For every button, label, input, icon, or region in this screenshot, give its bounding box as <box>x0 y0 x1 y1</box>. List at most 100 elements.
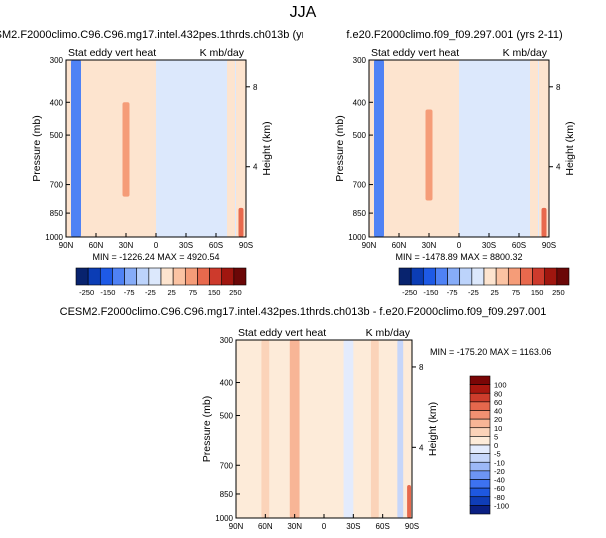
y-tick-label: 1000 <box>215 514 233 523</box>
colorbar-label: 75 <box>189 288 197 297</box>
x-tick-label: 30N <box>119 241 134 250</box>
colorbar-box <box>469 384 491 394</box>
y-tick-label: 850 <box>220 490 234 499</box>
colorbar-box <box>532 267 546 286</box>
x-tick-label: 90N <box>59 241 74 250</box>
x-tick-label: 0 <box>322 522 327 531</box>
colorbar-label: -40 <box>494 476 505 485</box>
x-tick-label: 60S <box>209 241 223 250</box>
y-tick-label: 500 <box>50 131 64 140</box>
y-tick-label: 300 <box>220 336 234 345</box>
x-tick-label: 60N <box>392 241 407 250</box>
figure-1: f.e20.F2000climo.f09_f09.297.001 (yrs 2-… <box>334 29 576 297</box>
x-tick-label: 30N <box>287 522 302 531</box>
colorbar-label: 0 <box>494 441 498 450</box>
colorbar-label: -150 <box>100 288 115 297</box>
colorbar-label: -80 <box>494 493 505 502</box>
colorbar-box <box>410 267 424 286</box>
field-feature-4 <box>238 207 244 237</box>
x-tick-label: 30S <box>346 522 360 531</box>
y-tick-label: 400 <box>220 379 234 388</box>
chart-title: CESM2.F2000climo.C96.C96.mg17.intel.432p… <box>0 29 303 41</box>
colorbar-label: 25 <box>167 288 175 297</box>
colorbar-box <box>483 267 497 286</box>
colorbar-box <box>469 505 491 515</box>
colorbar-box <box>148 267 162 286</box>
colorbar-label: 80 <box>494 389 502 398</box>
x-tick-label: 90S <box>239 241 253 250</box>
colorbar-box <box>172 267 186 286</box>
colorbar-label: 10 <box>494 424 502 433</box>
colorbar-box <box>112 267 125 286</box>
colorbar-label: 250 <box>552 288 565 297</box>
colorbar-label: 150 <box>531 288 544 297</box>
colorbar-label: -60 <box>494 484 505 493</box>
colorbar-label: -10 <box>494 458 505 467</box>
field-feature-0 <box>122 102 130 197</box>
colorbar-box <box>87 267 101 286</box>
field-feature-1 <box>261 340 270 518</box>
colorbar-box <box>209 267 223 286</box>
colorbar-box <box>520 267 533 286</box>
field-feature-0 <box>425 109 433 201</box>
colorbar-label: 60 <box>494 398 502 407</box>
colorbar-box <box>544 267 558 286</box>
colorbar-label: -250 <box>402 288 417 297</box>
left-label: Stat eddy vert heat <box>371 47 459 59</box>
y-tick-label: 500 <box>220 412 234 421</box>
colorbar-box <box>459 267 473 286</box>
colorbar-box <box>469 444 491 454</box>
y-tick-label: 500 <box>353 131 367 140</box>
height-tick-label: 8 <box>556 83 561 92</box>
height-tick-label: 4 <box>253 163 258 172</box>
colorbar-box <box>469 375 491 385</box>
field-feature-6 <box>407 485 412 518</box>
chart-title: CESM2.F2000climo.C96.C96.mg17.intel.432p… <box>60 306 547 318</box>
y-tick-label: 300 <box>353 56 367 65</box>
field-feature-2 <box>156 60 236 237</box>
colorbar-box <box>233 267 247 286</box>
colorbar-box <box>469 496 491 506</box>
y-axis-label: Pressure (mb) <box>201 396 213 463</box>
y-tick-label: 400 <box>353 98 367 107</box>
y-axis-label: Pressure (mb) <box>31 115 43 182</box>
x-tick-label: 30S <box>482 241 496 250</box>
colorbar-box <box>435 267 448 286</box>
colorbar-box <box>469 453 491 463</box>
colorbar-box <box>447 267 461 286</box>
colorbar-label: -25 <box>468 288 479 297</box>
field-feature-0 <box>289 340 300 518</box>
units-label: K mb/day <box>366 327 411 339</box>
colorbar-label: -25 <box>145 288 156 297</box>
field-feature-2 <box>304 340 334 518</box>
min-max-label: MIN = -175.20 MAX = 1163.06 <box>430 347 551 357</box>
colorbar-box <box>99 267 113 286</box>
field-feature-1 <box>374 60 384 237</box>
colorbar-label: 25 <box>490 288 498 297</box>
x-tick-label: 90S <box>405 522 419 531</box>
colorbar-label: 20 <box>494 415 502 424</box>
y-tick-label: 1000 <box>348 233 366 242</box>
colorbar-box <box>556 267 570 286</box>
colorbar-label: 40 <box>494 407 502 416</box>
colorbar-box <box>469 401 491 411</box>
y-axis-label: Pressure (mb) <box>334 115 346 182</box>
min-max-label: MIN = -1478.89 MAX = 8800.32 <box>395 252 522 262</box>
colorbar-label: -20 <box>494 467 505 476</box>
units-label: K mb/day <box>200 47 245 59</box>
colorbar-box <box>184 267 198 286</box>
y-tick-label: 700 <box>353 181 367 190</box>
colorbar-box <box>469 418 491 429</box>
height-tick-label: 4 <box>556 163 561 172</box>
colorbar-label: -150 <box>423 288 438 297</box>
colorbar-label: 5 <box>494 432 498 441</box>
colorbar-label: -5 <box>494 450 501 459</box>
height-tick-label: 8 <box>419 363 424 372</box>
field-feature-1 <box>71 60 81 237</box>
page-title: JJA <box>289 4 317 21</box>
colorbar-box <box>469 427 491 437</box>
colorbar-box <box>136 267 150 286</box>
colorbar-box <box>507 267 521 286</box>
y-tick-label: 300 <box>50 56 64 65</box>
x-tick-label: 0 <box>457 241 462 250</box>
